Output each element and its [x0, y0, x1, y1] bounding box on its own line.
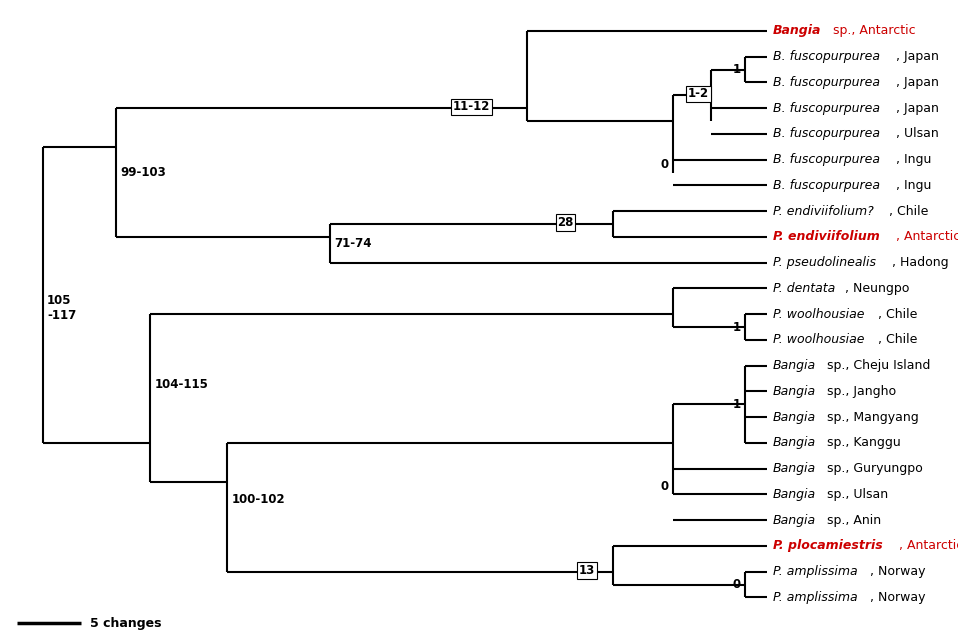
Text: , Chile: , Chile	[889, 205, 928, 218]
Text: 11-12: 11-12	[452, 100, 490, 113]
Text: P. plocamiestris: P. plocamiestris	[773, 539, 882, 553]
Text: 28: 28	[558, 216, 574, 229]
Text: B. fuscopurpurea: B. fuscopurpurea	[773, 76, 879, 89]
Text: , Neungpo: , Neungpo	[845, 282, 909, 295]
Text: P. pseudolinealis: P. pseudolinealis	[773, 256, 876, 269]
Text: , Chile: , Chile	[878, 333, 918, 347]
Text: 5 changes: 5 changes	[90, 617, 162, 630]
Text: sp., Kanggu: sp., Kanggu	[823, 436, 901, 450]
Text: sp., Ulsan: sp., Ulsan	[823, 488, 888, 501]
Text: 0: 0	[660, 480, 669, 493]
Text: Bangia: Bangia	[773, 436, 816, 450]
Text: B. fuscopurpurea: B. fuscopurpurea	[773, 127, 879, 141]
Text: B. fuscopurpurea: B. fuscopurpurea	[773, 179, 879, 192]
Text: , Japan: , Japan	[897, 102, 939, 114]
Text: sp., Jangho: sp., Jangho	[823, 385, 896, 398]
Text: Bangia: Bangia	[773, 359, 816, 372]
Text: , Ingu: , Ingu	[897, 153, 931, 166]
Text: 104-115: 104-115	[154, 378, 208, 391]
Text: 105
-117: 105 -117	[47, 294, 77, 322]
Text: P. dentata: P. dentata	[773, 282, 835, 295]
Text: P. endiviifolium: P. endiviifolium	[773, 230, 879, 244]
Text: , Norway: , Norway	[871, 591, 926, 604]
Text: , Hadong: , Hadong	[892, 256, 948, 269]
Text: B. fuscopurpurea: B. fuscopurpurea	[773, 50, 879, 63]
Text: , Ulsan: , Ulsan	[897, 127, 939, 141]
Text: 13: 13	[579, 564, 595, 577]
Text: 71-74: 71-74	[334, 237, 372, 250]
Text: 1: 1	[733, 398, 741, 411]
Text: Bangia: Bangia	[773, 462, 816, 475]
Text: 100-102: 100-102	[231, 493, 285, 506]
Text: Bangia: Bangia	[773, 514, 816, 527]
Text: P. amplissima: P. amplissima	[773, 565, 857, 578]
Text: 99-103: 99-103	[120, 166, 166, 179]
Text: , Norway: , Norway	[871, 565, 926, 578]
Text: , Chile: , Chile	[878, 308, 918, 321]
Text: sp., Antarctic: sp., Antarctic	[829, 24, 915, 38]
Text: Bangia: Bangia	[773, 385, 816, 398]
Text: , Japan: , Japan	[897, 76, 939, 89]
Text: , Ingu: , Ingu	[897, 179, 931, 192]
Text: , Japan: , Japan	[897, 50, 939, 63]
Text: sp., Guryungpo: sp., Guryungpo	[823, 462, 923, 475]
Text: P. amplissima: P. amplissima	[773, 591, 857, 604]
Text: Bangia: Bangia	[773, 24, 821, 38]
Text: 1: 1	[733, 321, 741, 333]
Text: B. fuscopurpurea: B. fuscopurpurea	[773, 102, 879, 114]
Text: 1: 1	[733, 63, 741, 76]
Text: 1-2: 1-2	[688, 88, 709, 100]
Text: P. woolhousiae: P. woolhousiae	[773, 308, 864, 321]
Text: B. fuscopurpurea: B. fuscopurpurea	[773, 153, 879, 166]
Text: sp., Mangyang: sp., Mangyang	[823, 411, 919, 424]
Text: sp., Anin: sp., Anin	[823, 514, 880, 527]
Text: sp., Cheju Island: sp., Cheju Island	[823, 359, 930, 372]
Text: Bangia: Bangia	[773, 411, 816, 424]
Text: , Antarctic: , Antarctic	[896, 230, 958, 244]
Text: 0: 0	[660, 158, 669, 171]
Text: 0: 0	[733, 578, 741, 591]
Text: P. woolhousiae: P. woolhousiae	[773, 333, 864, 347]
Text: , Antarctic: , Antarctic	[900, 539, 958, 553]
Text: P. endiviifolium?: P. endiviifolium?	[773, 205, 874, 218]
Text: Bangia: Bangia	[773, 488, 816, 501]
